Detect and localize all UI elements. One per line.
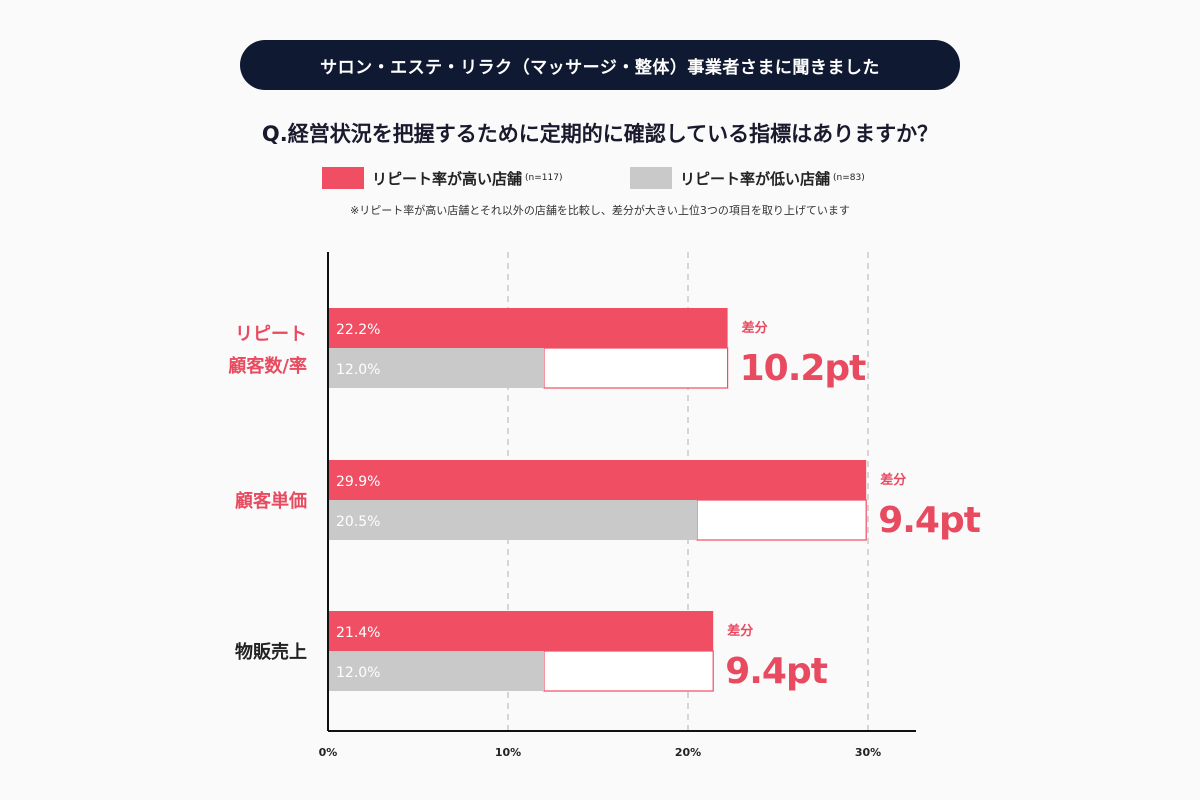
bar-high [328,611,714,651]
bar-high [328,308,728,348]
footnote: ※リピート率が高い店舗とそれ以外の店舗を比較し、差分が大きい上位3つの項目を取り… [350,204,850,217]
category-label: 物販売上 [235,641,307,663]
legend-label-high: リピート率が高い店舗 [372,169,523,188]
category-label: 顧客数/率 [228,355,307,377]
diff-caption: 差分 [742,320,768,336]
bar-label-high: 29.9% [336,474,380,490]
diff-outline [543,650,714,692]
diff-value: 9.4pt [878,500,981,541]
legend-n-low: (n=83) [833,173,865,183]
bar-label-high: 22.2% [336,322,380,338]
legend-item-high: リピート率が高い店舗 (n=117) [322,167,562,189]
diff-caption: 差分 [880,472,906,488]
diff-outline [543,347,729,389]
bar-high [328,460,867,500]
legend-label-low: リピート率が低い店舗 [680,169,831,188]
bar-low [328,651,544,691]
x-tick-label: 10% [495,746,521,759]
bar-low [328,348,544,388]
diff-outline [696,499,867,541]
category-label: リピート [235,324,307,345]
legend-n-high: (n=117) [525,173,563,183]
survey-banner: サロン・エステ・リラク（マッサージ・整体）事業者さまに聞きました [240,40,960,90]
x-tick-label: 30% [855,746,881,759]
diff-value: 9.4pt [725,651,828,692]
diff-value: 10.2pt [740,348,867,389]
x-tick-label: 0% [319,746,338,759]
bar-label-low: 12.0% [336,665,380,681]
bar-low [328,500,697,540]
category-label: 顧客単価 [235,490,307,512]
legend-swatch-high [322,167,364,189]
x-tick-label: 20% [675,746,701,759]
legend-swatch-low [630,167,672,189]
legend-item-low: リピート率が低い店舗 (n=83) [630,167,865,189]
bar-label-low: 20.5% [336,514,380,530]
diff-caption: 差分 [727,623,753,639]
bar-label-high: 21.4% [336,625,380,641]
question-title: Q.経営状況を把握するために定期的に確認している指標はありますか？ [261,122,939,146]
bar-label-low: 12.0% [336,362,380,378]
